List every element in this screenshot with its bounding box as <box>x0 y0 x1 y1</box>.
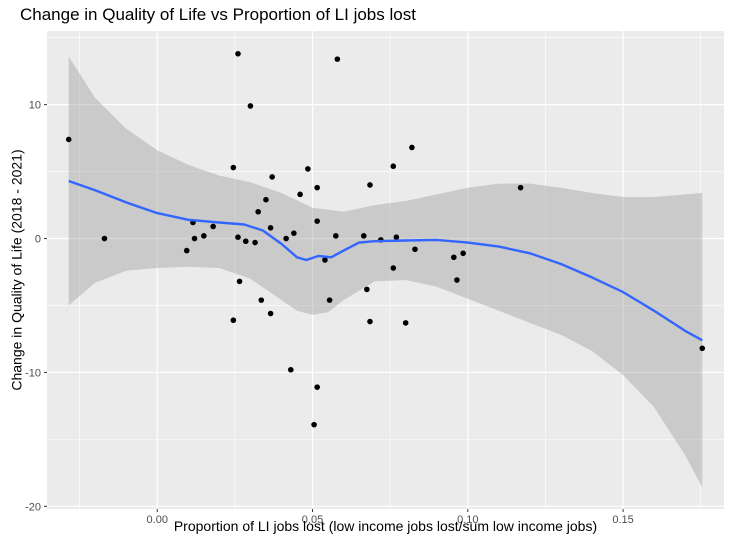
x-tick-label: 0.05 <box>302 514 323 526</box>
data-point <box>314 218 320 224</box>
data-point <box>305 166 311 172</box>
data-point <box>247 103 254 109</box>
data-point <box>517 184 524 191</box>
data-point <box>454 277 460 283</box>
data-point <box>255 208 261 215</box>
data-point <box>367 318 373 325</box>
data-point <box>258 297 265 303</box>
data-point <box>390 163 397 170</box>
data-point <box>210 223 216 230</box>
data-point <box>322 257 328 263</box>
data-point <box>269 174 275 180</box>
data-point <box>287 366 294 373</box>
smooth-line <box>68 179 703 342</box>
confidence-ribbon <box>68 56 703 488</box>
y-tick-label: -20 <box>25 501 41 513</box>
x-tick-label: 0.00 <box>147 514 168 526</box>
x-tick-label: 0.10 <box>457 514 478 526</box>
chart-title: Change in Quality of Life vs Proportion … <box>20 5 416 24</box>
data-point <box>412 246 418 253</box>
data-point <box>333 233 339 239</box>
data-point <box>267 310 274 317</box>
x-axis: 0.00 0.05 0.10 0.15 <box>147 509 634 526</box>
data-point <box>236 278 243 285</box>
data-point <box>191 235 198 242</box>
y-tick-label: -10 <box>25 367 41 379</box>
data-point <box>201 233 207 239</box>
data-point <box>364 286 370 293</box>
data-point <box>460 250 466 257</box>
data-point <box>451 254 457 261</box>
data-point <box>402 320 409 326</box>
data-point <box>230 317 237 324</box>
data-point <box>390 265 397 271</box>
data-point <box>242 238 249 245</box>
data-point <box>367 182 373 188</box>
data-point <box>283 235 289 242</box>
data-point <box>314 184 320 191</box>
x-tick-label: 0.15 <box>612 514 633 526</box>
data-point <box>326 297 333 303</box>
data-points <box>65 50 706 428</box>
data-point <box>235 50 241 57</box>
data-point <box>311 421 317 428</box>
data-point <box>334 56 341 62</box>
data-point <box>252 239 258 246</box>
data-point <box>360 233 367 239</box>
y-tick-label: 10 <box>29 100 41 112</box>
data-point <box>297 191 303 198</box>
x-axis-title: Proportion of LI jobs lost (low income j… <box>174 518 597 534</box>
data-point <box>314 384 320 390</box>
y-axis: -20 -10 0 10 <box>25 100 47 513</box>
y-axis-title: Change in Quality of Life (2018 - 2021) <box>9 149 25 390</box>
data-point <box>267 225 274 231</box>
major-gridlines <box>47 31 724 509</box>
minor-gridlines <box>47 31 724 509</box>
data-point <box>291 230 297 236</box>
data-point <box>183 247 190 254</box>
data-point <box>409 144 415 151</box>
data-point <box>699 345 706 352</box>
y-tick-label: 0 <box>35 234 41 246</box>
data-point <box>230 164 237 171</box>
plot-panel <box>47 31 724 509</box>
data-point <box>65 136 72 143</box>
data-point <box>263 196 269 203</box>
data-point <box>101 235 108 242</box>
data-point <box>393 234 400 240</box>
data-point <box>235 234 241 240</box>
